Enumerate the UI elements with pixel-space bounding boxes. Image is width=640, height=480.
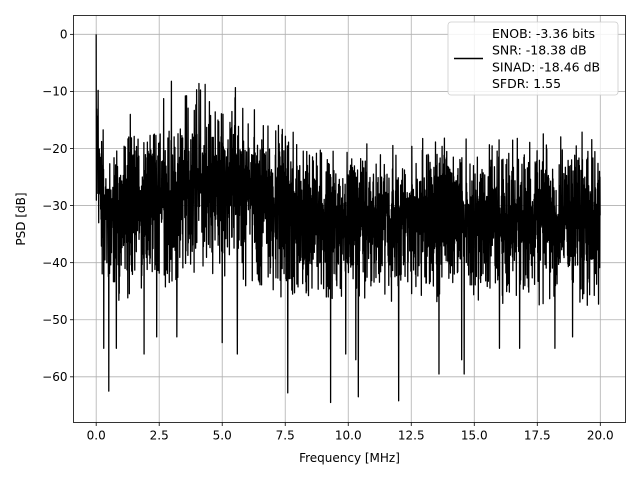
axes-frame	[73, 15, 626, 423]
y-tick-label: −60	[42, 370, 67, 384]
legend-entry: SFDR: 1.55	[492, 76, 561, 91]
y-tick-label: −20	[42, 142, 67, 156]
y-tick-label: 0	[60, 28, 68, 42]
x-tick-label: 5.0	[213, 429, 232, 443]
y-tick-label: −30	[42, 199, 67, 213]
y-tick-label: −10	[42, 85, 67, 99]
x-axis-label: Frequency [MHz]	[299, 451, 400, 465]
y-axis-label: PSD [dB]	[14, 192, 28, 245]
x-tick-label: 10.0	[335, 429, 362, 443]
y-tick-label: −40	[42, 256, 67, 270]
x-tick-label: 17.5	[524, 429, 551, 443]
x-tick-label: 15.0	[461, 429, 488, 443]
plot-area	[95, 34, 601, 404]
x-tick-label: 20.0	[587, 429, 614, 443]
legend-box	[447, 21, 619, 96]
y-tick-label: −50	[42, 313, 67, 327]
x-tick-label: 12.5	[398, 429, 425, 443]
legend-entry: ENOB: -3.36 bits	[492, 26, 595, 41]
x-tick-label: 0.0	[87, 429, 106, 443]
x-tick-label: 7.5	[276, 429, 295, 443]
legend-entry: SNR: -18.38 dB	[492, 43, 587, 58]
ticks: 0.0 2.5 5.0 7.5 10.0 12.5 15.0 17.5 20.0 0 −10 −20 −…	[42, 28, 613, 443]
legend-entry: SINAD: -18.46 dB	[492, 59, 600, 74]
psd-series-line	[95, 34, 601, 404]
x-tick-label: 2.5	[150, 429, 169, 443]
